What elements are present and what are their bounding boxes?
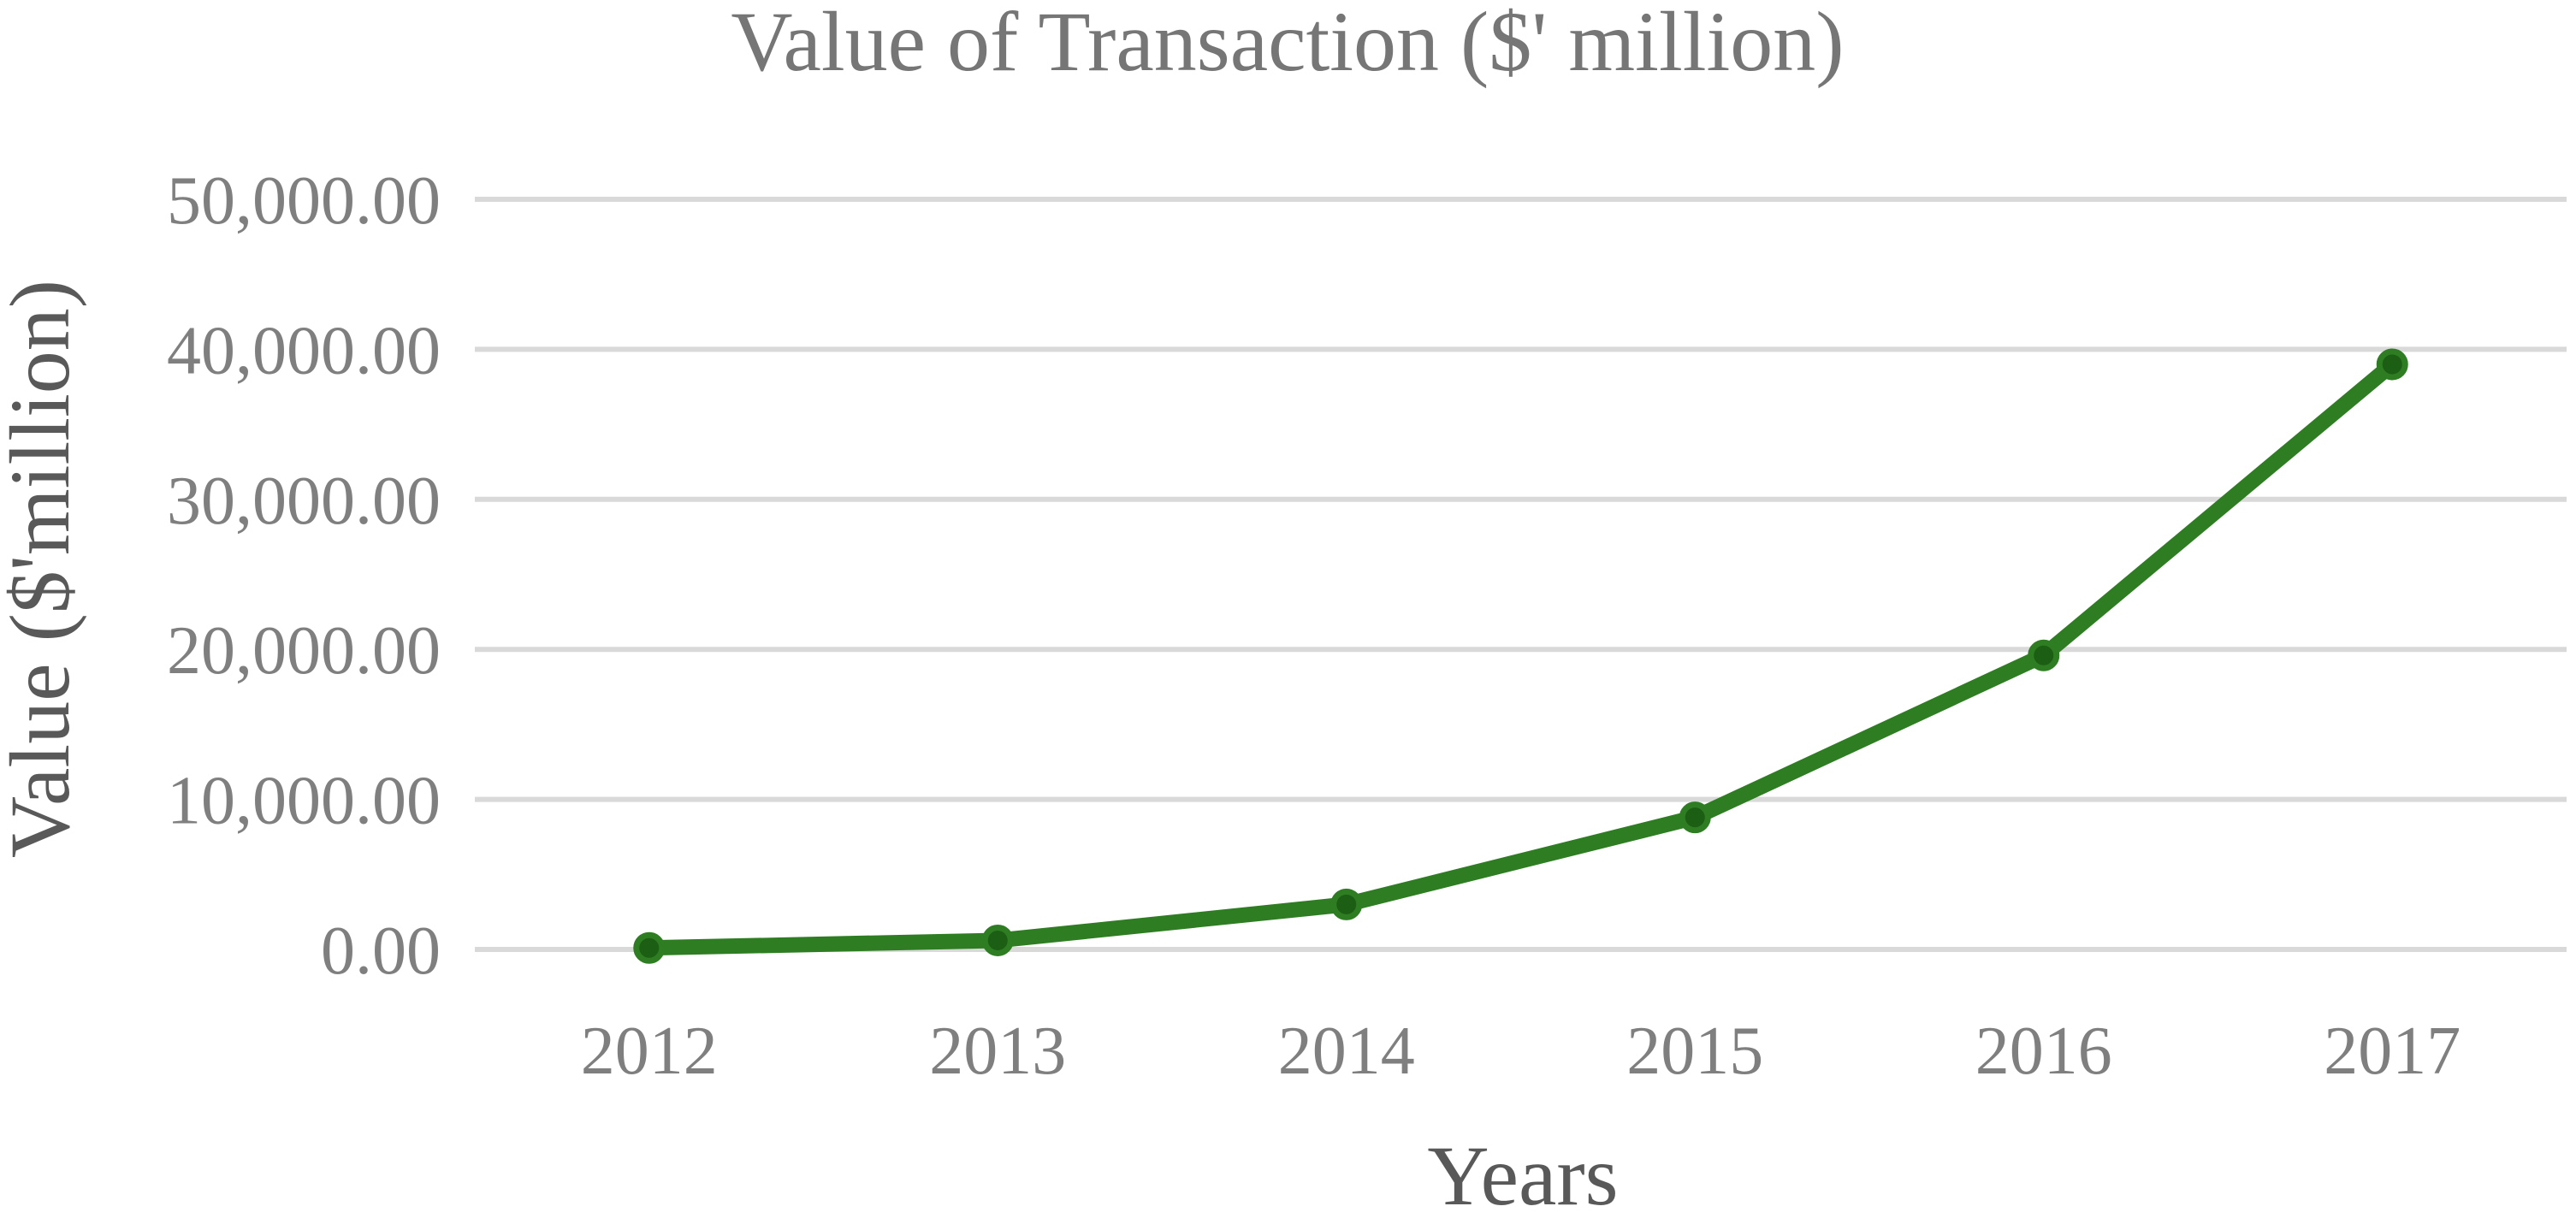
y-tick-label-0: 0.00 — [321, 914, 441, 989]
x-axis-title: Years — [1427, 1128, 1618, 1220]
y-tick-label-1: 10,000.00 — [167, 764, 441, 839]
x-tick-label-0: 2012 — [581, 1014, 718, 1089]
x-tick-label-1: 2013 — [929, 1014, 1066, 1089]
x-tick-label-2: 2014 — [1278, 1014, 1415, 1089]
y-tick-label-5: 50,000.00 — [167, 163, 441, 239]
y-tick-label-3: 30,000.00 — [167, 464, 441, 539]
data-point-0-3 — [1679, 801, 1711, 834]
data-point-0-2 — [1330, 888, 1363, 920]
data-point-0-0 — [633, 931, 666, 964]
x-tick-label-5: 2017 — [2324, 1014, 2461, 1089]
x-tick-label-4: 2016 — [1975, 1014, 2112, 1089]
x-tick-label-3: 2015 — [1626, 1014, 1763, 1089]
gridlines — [475, 197, 2567, 952]
data-point-0-4 — [2028, 639, 2060, 671]
data-point-0-1 — [981, 924, 1014, 956]
data-point-0-5 — [2376, 348, 2408, 381]
x-axis-tick-labels: 2012 2013 2014 2015 2016 2017 — [581, 1014, 2461, 1089]
series-layer — [633, 348, 2408, 964]
y-tick-label-2: 20,000.00 — [167, 613, 441, 689]
chart-title: Value of Transaction ($' million) — [731, 0, 1844, 89]
y-tick-label-4: 40,000.00 — [167, 313, 441, 388]
series-line-0 — [641, 356, 2401, 956]
y-axis-title: Value ($'million) — [0, 280, 87, 858]
y-axis-tick-labels: 0.00 10,000.00 20,000.00 30,000.00 40,000.00… — [167, 163, 441, 989]
